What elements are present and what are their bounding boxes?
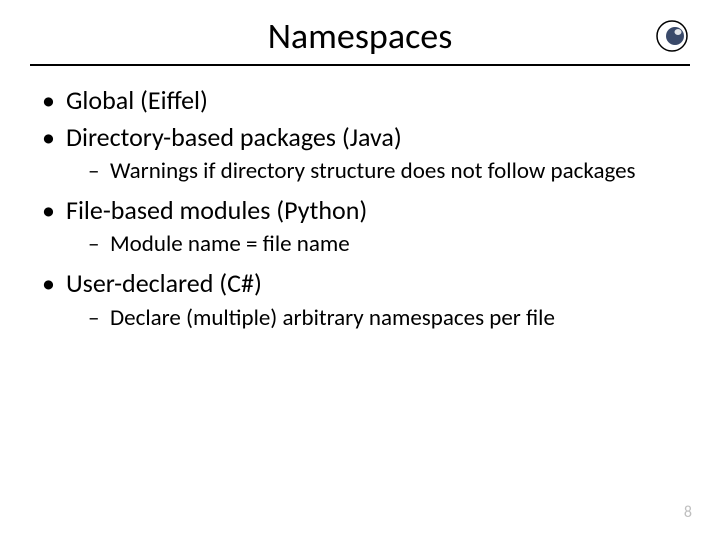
sub-item: Declare (multiple) arbitrary namespaces …: [88, 304, 690, 333]
bullet-text: File-based modules (Python): [66, 194, 367, 226]
bullet-text: User-declared (C#): [66, 267, 262, 299]
sub-text: Declare (multiple) arbitrary namespaces …: [110, 304, 555, 332]
page-number: 8: [684, 503, 692, 522]
sub-list: Declare (multiple) arbitrary namespaces …: [66, 304, 690, 333]
bullet-item: Global (Eiffel): [42, 84, 690, 117]
sub-item: Warnings if directory structure does not…: [88, 157, 690, 186]
sub-text: Warnings if directory structure does not…: [110, 157, 636, 185]
sub-list: Warnings if directory structure does not…: [66, 157, 690, 186]
sub-list: Module name = file name: [66, 230, 690, 259]
bullet-text: Global (Eiffel): [66, 84, 208, 116]
sub-item: Module name = file name: [88, 230, 690, 259]
title-row: Namespaces: [30, 14, 690, 66]
eiffel-logo-icon: [654, 18, 690, 59]
bullet-list: Global (Eiffel) Directory-based packages…: [30, 84, 690, 332]
slide-title: Namespaces: [268, 14, 453, 58]
bullet-item: Directory-based packages (Java) Warnings…: [42, 121, 690, 186]
sub-text: Module name = file name: [110, 230, 350, 258]
bullet-text: Directory-based packages (Java): [66, 121, 402, 153]
slide: Namespaces Global (Eiffel) Directory-bas…: [0, 0, 720, 540]
bullet-item: User-declared (C#) Declare (multiple) ar…: [42, 267, 690, 332]
bullet-item: File-based modules (Python) Module name …: [42, 194, 690, 259]
